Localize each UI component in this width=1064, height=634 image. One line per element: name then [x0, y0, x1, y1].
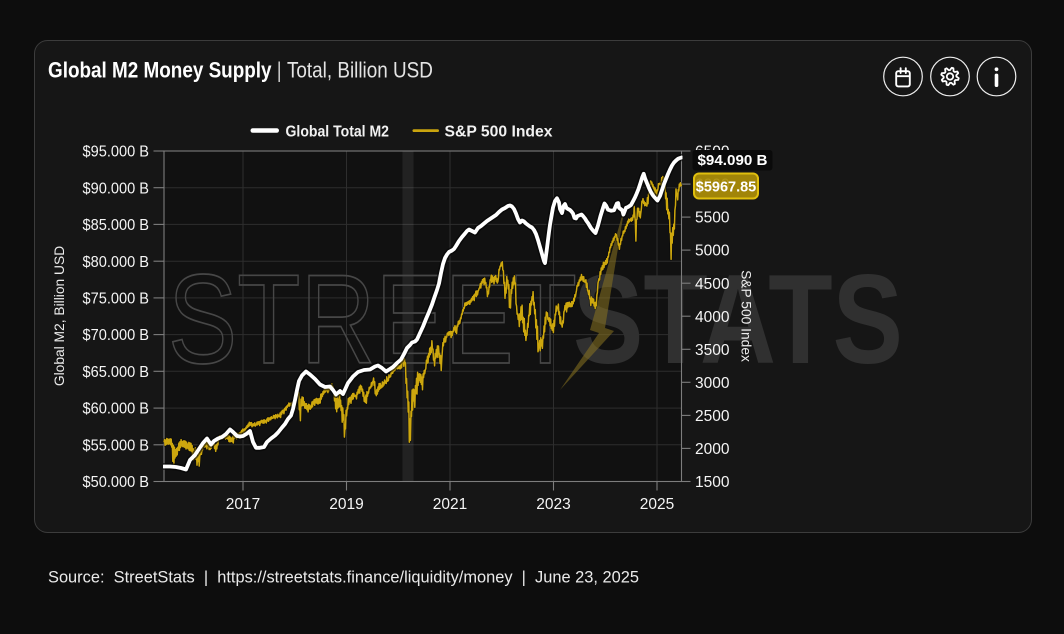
- svg-text:Global Total M2: Global Total M2: [286, 124, 390, 141]
- svg-text:$5967.85: $5967.85: [696, 180, 756, 196]
- svg-text:STATS: STATS: [573, 248, 903, 390]
- svg-text:3000: 3000: [695, 375, 730, 392]
- svg-text:$70.000 B: $70.000 B: [83, 327, 150, 344]
- svg-text:2021: 2021: [433, 496, 467, 513]
- svg-text:1500: 1500: [695, 474, 730, 491]
- svg-text:2500: 2500: [695, 408, 730, 425]
- svg-text:5000: 5000: [695, 243, 730, 260]
- svg-text:$60.000 B: $60.000 B: [83, 401, 150, 418]
- svg-text:4500: 4500: [695, 276, 730, 293]
- svg-text:$50.000 B: $50.000 B: [83, 474, 150, 491]
- svg-text:5500: 5500: [695, 210, 730, 227]
- svg-text:$55.000 B: $55.000 B: [83, 437, 150, 454]
- svg-text:2023: 2023: [536, 496, 570, 513]
- svg-text:Global M2, Billion USD: Global M2, Billion USD: [52, 246, 67, 386]
- svg-text:$95.000 B: $95.000 B: [83, 144, 150, 161]
- svg-text:2019: 2019: [329, 496, 363, 513]
- svg-text:S&P 500 Index: S&P 500 Index: [739, 270, 754, 362]
- svg-text:$85.000 B: $85.000 B: [83, 217, 150, 234]
- svg-text:4000: 4000: [695, 309, 730, 326]
- svg-text:$80.000 B: $80.000 B: [83, 254, 150, 271]
- svg-text:$94.090 B: $94.090 B: [698, 152, 768, 169]
- svg-text:3500: 3500: [695, 342, 730, 359]
- svg-text:2025: 2025: [640, 496, 674, 513]
- svg-text:Source: StreetStats | https: Source: StreetStats | https://streetstat…: [48, 569, 639, 587]
- svg-text:2017: 2017: [226, 496, 260, 513]
- svg-text:Global M2 Money Supply | Total: Global M2 Money Supply | Total, Billion …: [48, 58, 433, 83]
- svg-text:$65.000 B: $65.000 B: [83, 364, 150, 381]
- svg-text:S&P 500 Index: S&P 500 Index: [445, 124, 553, 141]
- svg-text:2000: 2000: [695, 441, 730, 458]
- svg-text:$75.000 B: $75.000 B: [83, 291, 150, 308]
- svg-text:$90.000 B: $90.000 B: [83, 180, 150, 197]
